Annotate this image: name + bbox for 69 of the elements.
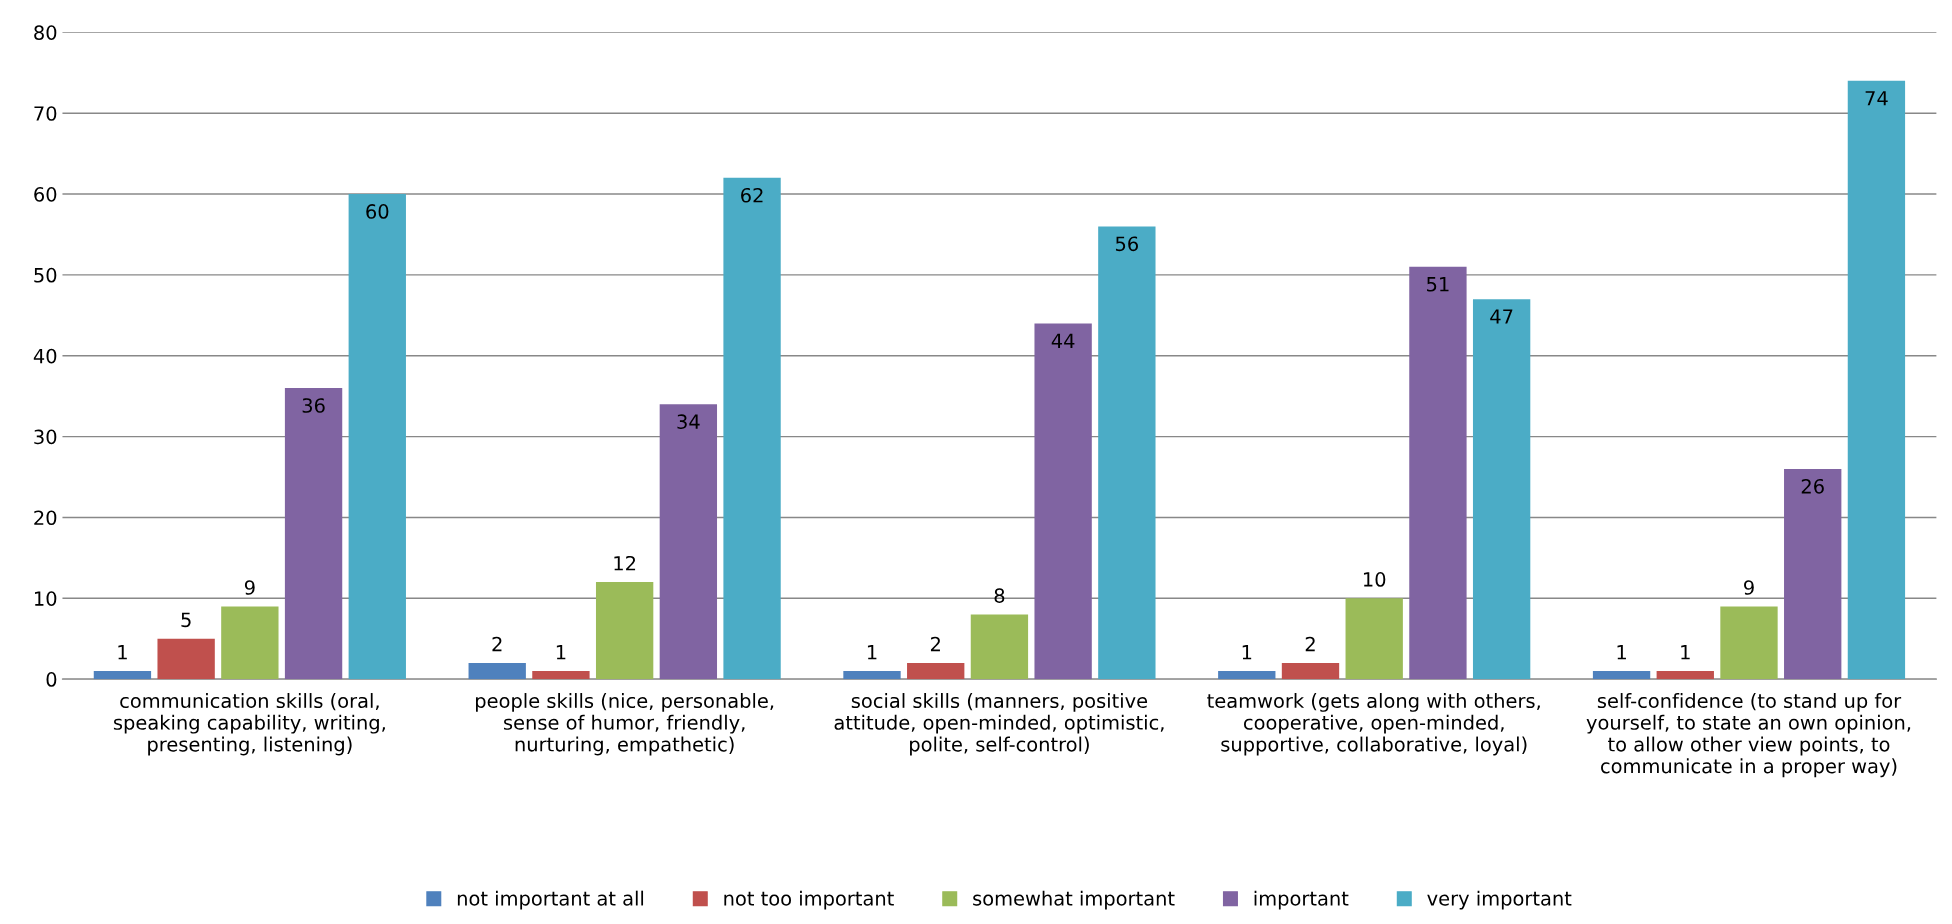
x-tick-label: people skills (nice, personable, sense of humor, friendly, nurturing, empathetic) <box>476 693 774 756</box>
bar <box>843 671 901 680</box>
bar <box>1472 299 1531 680</box>
data-label: 62 <box>741 187 763 203</box>
bar <box>1281 662 1340 680</box>
data-label: 9 <box>1744 580 1754 595</box>
x-tick-label: self-confidence (to stand up for yourself, to state an own opinion, to allow other view points, to communicate in a proper way) <box>1586 693 1911 778</box>
data-label: 8 <box>994 588 1005 603</box>
data-label: 47 <box>1490 309 1513 324</box>
bar <box>348 194 406 680</box>
data-label: 2 <box>492 636 502 652</box>
y-tick-label: 40 <box>33 348 57 364</box>
y-tick-label: 80 <box>34 25 57 40</box>
x-tick-label: teamwork (gets along with others, cooperative, open-minded, supportive, collaborative, loyal) <box>1207 693 1540 756</box>
y-tick-label: 10 <box>35 591 57 606</box>
bar <box>1098 226 1156 680</box>
bar <box>659 404 718 680</box>
y-tick-label: 20 <box>34 510 57 526</box>
bar <box>93 671 152 680</box>
x-tick-label: communication skills (oral, speaking capability, writing, presenting, listening) <box>113 693 385 756</box>
bar <box>595 582 654 680</box>
bar <box>723 177 781 680</box>
bar <box>1218 671 1276 680</box>
bar <box>1592 671 1651 680</box>
y-tick-label: 60 <box>34 187 57 202</box>
bar <box>907 662 965 680</box>
data-label: 36 <box>302 398 325 413</box>
data-label: 1 <box>867 645 877 660</box>
legend-label: very important <box>1427 890 1572 910</box>
bar <box>221 606 279 680</box>
x-tick-label: social skills (manners, positive attitude, open-minded, optimistic, polite, self-control) <box>834 693 1164 756</box>
data-label: 51 <box>1427 277 1449 292</box>
data-label: 56 <box>1115 236 1138 252</box>
bar <box>1345 598 1403 680</box>
data-label: 60 <box>366 204 389 219</box>
bar <box>1720 606 1778 680</box>
data-label: 9 <box>244 580 255 595</box>
data-label: 2 <box>1305 636 1315 652</box>
data-label: 2 <box>930 636 940 652</box>
data-label: 74 <box>1865 91 1888 106</box>
y-tick-label: 50 <box>34 267 57 283</box>
legend-label: not important at all <box>457 890 644 910</box>
data-label: 26 <box>1801 478 1824 494</box>
bar <box>1656 671 1714 680</box>
data-label: 1 <box>1242 645 1252 660</box>
bar <box>1847 80 1906 680</box>
bar <box>1784 468 1842 680</box>
data-label: 44 <box>1051 333 1075 348</box>
data-label: 34 <box>677 414 700 429</box>
bar <box>532 671 590 680</box>
data-label: 1 <box>1617 645 1626 660</box>
data-label: 12 <box>614 555 636 571</box>
legend-label: somewhat important <box>973 890 1175 910</box>
bar <box>157 638 215 680</box>
data-label: 10 <box>1363 572 1386 587</box>
bar <box>1409 266 1467 680</box>
y-tick-label: 70 <box>34 106 57 121</box>
legend-label: not too important <box>724 890 894 910</box>
data-label: 1 <box>1681 645 1690 660</box>
bar <box>468 662 526 680</box>
bar <box>284 388 343 680</box>
data-label: 1 <box>556 645 566 660</box>
y-tick-label: 0 <box>46 672 57 687</box>
bar <box>970 614 1029 680</box>
legend-label: important <box>1254 890 1349 910</box>
data-label: 5 <box>181 612 191 628</box>
data-label: 1 <box>118 645 127 660</box>
y-tick-label: 30 <box>34 429 57 445</box>
bar <box>1034 323 1092 680</box>
